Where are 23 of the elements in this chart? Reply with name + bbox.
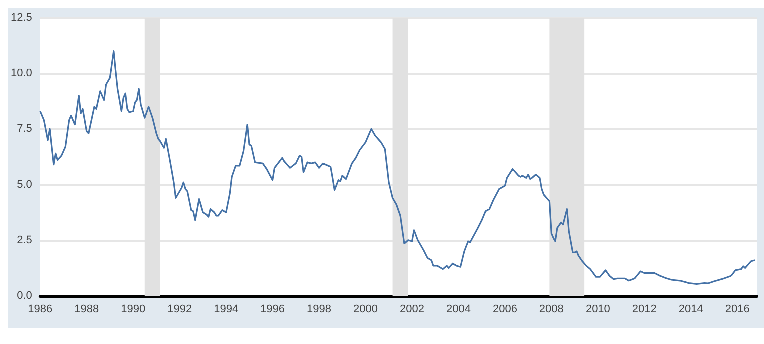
x-tick-label: 1994 — [214, 304, 239, 316]
x-tick-label: 2008 — [539, 304, 564, 316]
y-tick-label: 5.0 — [17, 178, 32, 191]
x-tick-label: 1988 — [74, 304, 100, 316]
x-tick-label: 2016 — [725, 304, 750, 316]
y-tick-label: 7.5 — [17, 123, 32, 136]
x-tick-label: 2014 — [678, 304, 704, 316]
x-tick-label: 2000 — [354, 304, 378, 316]
y-tick-label: 10.0 — [10, 68, 32, 80]
y-tick-label: 12.5 — [10, 12, 32, 24]
x-tick-label: 1992 — [168, 304, 192, 316]
x-tick-label: 1996 — [260, 304, 286, 316]
x-tick-label: 1986 — [28, 304, 53, 316]
x-tick-label: 2004 — [446, 304, 471, 316]
x-tick-label: 2010 — [586, 304, 610, 316]
x-tick-label: 2002 — [400, 304, 424, 316]
x-tick-label: 1998 — [307, 304, 332, 316]
x-tick-label: 2006 — [492, 304, 518, 316]
y-tick-label: 0.0 — [17, 290, 32, 302]
x-tick-label: 1990 — [121, 304, 146, 316]
x-tick-label: 2012 — [632, 304, 657, 316]
y-tick-label: 2.5 — [17, 234, 32, 246]
line-series — [40, 50, 756, 286]
